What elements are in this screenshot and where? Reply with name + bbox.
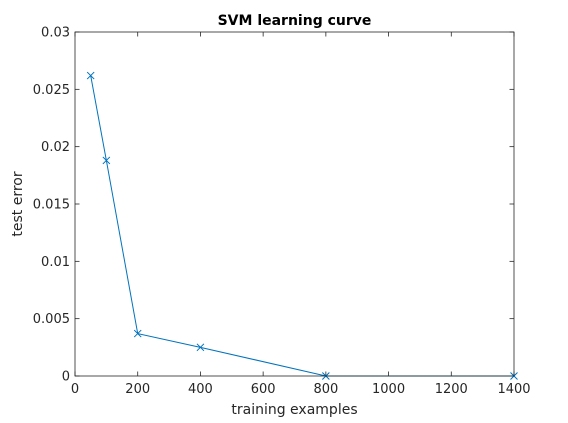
y-tick-label: 0.005 (33, 312, 70, 327)
x-tick-label: 0 (71, 382, 79, 397)
x-axis-label: training examples (231, 402, 357, 418)
tick-labels-layer: 0 200 400 600 800 1000 1200 1400 0 0.005 0.01 0.015… (33, 26, 531, 398)
data-point-marker (102, 156, 111, 165)
chart-title: SVM learning curve (218, 13, 372, 29)
x-tick-label: 1400 (497, 382, 530, 397)
x-tick-label: 600 (251, 382, 276, 397)
y-tick-label: 0 (62, 370, 70, 385)
x-tick-label: 800 (313, 382, 338, 397)
data-point-marker (86, 71, 95, 80)
x-tick-label: 200 (125, 382, 150, 397)
y-tick-label: 0.02 (41, 140, 70, 155)
y-tick-label: 0.01 (41, 255, 70, 270)
plot-frame (74, 31, 515, 377)
y-axis-label: test error (10, 171, 26, 236)
y-tick-label: 0.03 (41, 26, 70, 41)
x-tick-label: 1200 (435, 382, 468, 397)
y-tick-label: 0.025 (33, 83, 70, 98)
x-tick-label: 400 (188, 382, 213, 397)
data-point-marker (133, 329, 142, 338)
plot-background (75, 32, 514, 376)
x-tick-label: 1000 (372, 382, 405, 397)
data-point-marker (196, 343, 205, 352)
y-tick-label: 0.015 (33, 198, 70, 213)
